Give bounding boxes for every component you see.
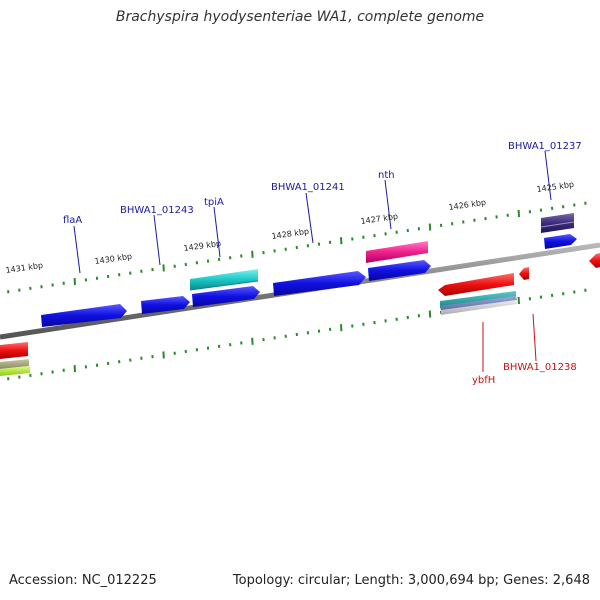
gene-BHWA1_01237[interactable] <box>540 213 577 249</box>
gene-BHWA1_01243[interactable] <box>141 296 190 314</box>
scale-label-1428: 1428 kbp <box>271 227 310 241</box>
label-BHWA1_01238: BHWA1_01238 <box>503 362 577 373</box>
genome-summary-text: Topology: circular; Length: 3,000,694 bp… <box>232 573 590 588</box>
scale-label-1431: 1431 kbp <box>5 261 44 275</box>
callout-BHWA1_01237 <box>544 150 552 201</box>
callout-BHWA1_01238 <box>532 313 537 362</box>
label-BHWA1_01241: BHWA1_01241 <box>271 182 345 193</box>
label-BHWA1_01243: BHWA1_01243 <box>120 205 194 216</box>
gene-edge-right[interactable] <box>589 253 600 268</box>
gene-tpiA[interactable] <box>189 269 260 307</box>
gene-flaA[interactable] <box>41 304 127 327</box>
label-nth: nth <box>378 170 395 181</box>
outer-tick-track <box>7 201 587 294</box>
label-flaA: flaA <box>63 215 82 226</box>
scale-label-1427: 1427 kbp <box>360 212 399 226</box>
callout-nth <box>384 179 392 230</box>
gene-edge-left[interactable] <box>0 342 30 376</box>
scale-label-1429: 1429 kbp <box>183 239 222 253</box>
callout-BHWA1_01243 <box>153 214 161 266</box>
map-title: Brachyspira hyodysenteriae WA1, complete… <box>115 9 485 25</box>
label-BHWA1_01237: BHWA1_01237 <box>508 141 582 152</box>
gene-nth[interactable] <box>366 241 431 281</box>
accession-text: Accession: NC_012225 <box>9 573 157 588</box>
scale-label-1426: 1426 kbp <box>448 198 487 212</box>
callout-flaA <box>73 225 81 274</box>
scale-label-1425: 1425 kbp <box>536 180 575 194</box>
label-tpiA: tpiA <box>204 197 224 208</box>
gene-ybfH[interactable] <box>438 273 517 315</box>
label-ybfH: ybfH <box>472 375 495 386</box>
gene-BHWA1_01241[interactable] <box>273 271 366 296</box>
callout-BHWA1_01241 <box>305 192 314 244</box>
gene-BHWA1_01238[interactable] <box>519 267 529 280</box>
callout-tpiA <box>213 206 221 258</box>
scale-label-1430: 1430 kbp <box>94 252 133 266</box>
inner-tick-track <box>7 288 587 381</box>
